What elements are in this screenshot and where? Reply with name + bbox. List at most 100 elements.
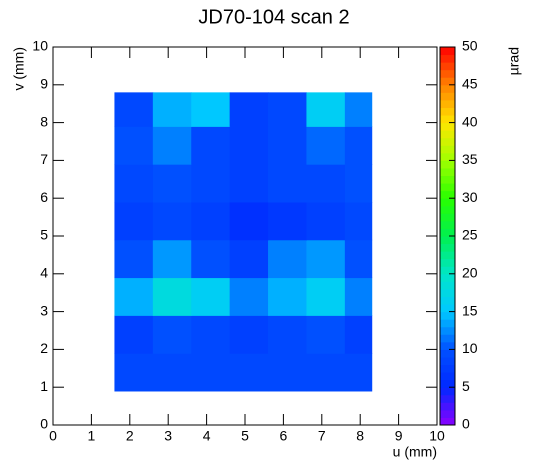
colorbar-segment <box>440 379 455 388</box>
heatmap-cell <box>152 201 192 241</box>
heatmap-cell <box>152 164 192 203</box>
colorbar-segment <box>440 341 455 350</box>
heatmap-cell <box>344 201 373 241</box>
heatmap-cell <box>229 315 269 354</box>
colorbar-segment <box>440 69 455 78</box>
colorbar-segment <box>440 266 455 275</box>
heatmap-cell <box>114 201 154 241</box>
heatmap-cell <box>268 353 307 392</box>
colorbar-segment <box>440 251 455 260</box>
heatmap-cell <box>344 164 373 203</box>
x-tick-label: 0 <box>49 428 57 444</box>
colorbar-tick-label: 30 <box>462 189 478 205</box>
colorbar-segment <box>440 387 455 396</box>
y-tick-label: 0 <box>40 416 48 432</box>
heatmap-cell <box>344 353 373 392</box>
heatmap-cell <box>114 277 154 316</box>
heatmap-cell <box>152 92 192 127</box>
heatmap-cell <box>306 201 346 241</box>
colorbar-segment <box>440 84 455 93</box>
colorbar-segment <box>440 107 455 116</box>
y-tick-label: 3 <box>40 302 48 318</box>
colorbar-segment <box>440 54 455 63</box>
colorbar-segment <box>440 281 455 290</box>
colorbar-segment <box>440 130 455 139</box>
heatmap-cell <box>268 201 307 241</box>
colorbar-segment <box>440 319 455 328</box>
heatmap-cell <box>229 239 269 279</box>
x-axis-title: u (mm) <box>393 444 437 460</box>
colorbar-segment <box>440 349 455 358</box>
heatmap-cell <box>268 126 307 165</box>
x-tick-label: 10 <box>429 428 445 444</box>
colorbar-segment <box>440 115 455 124</box>
x-tick-label: 6 <box>280 428 288 444</box>
x-tick-label: 9 <box>395 428 403 444</box>
y-tick-label: 1 <box>40 378 48 394</box>
y-tick-label: 9 <box>40 76 48 92</box>
colorbar-segment <box>440 198 455 207</box>
x-tick-label: 5 <box>241 428 249 444</box>
heatmap-cell <box>306 353 346 392</box>
colorbar-segment <box>440 122 455 131</box>
heatmap-cell <box>191 201 231 241</box>
colorbar-tick-label: 10 <box>462 340 478 356</box>
y-tick-label: 2 <box>40 340 48 356</box>
colorbar-segment <box>440 243 455 252</box>
heatmap-cell <box>191 239 231 279</box>
colorbar-segment <box>440 62 455 71</box>
heatmap-cell <box>114 126 154 165</box>
colorbar-tick-label: 15 <box>462 302 478 318</box>
heatmap-cell <box>306 126 346 165</box>
heatmap-cell <box>229 201 269 241</box>
colorbar-segment <box>440 288 455 297</box>
x-tick-label: 4 <box>203 428 211 444</box>
heatmap-cell <box>344 239 373 279</box>
colorbar-segment <box>440 311 455 320</box>
x-tick-label: 1 <box>88 428 96 444</box>
heatmap-cell <box>191 277 231 316</box>
colorbar-tick-label: 35 <box>462 151 478 167</box>
colorbar-segment <box>440 372 455 381</box>
heatmap-cell <box>344 277 373 316</box>
heatmap-cell <box>306 277 346 316</box>
colorbar-segment <box>440 394 455 403</box>
colorbar-title: µrad <box>506 47 522 75</box>
colorbar-tick-label: 5 <box>462 378 470 394</box>
x-tick-label: 7 <box>318 428 326 444</box>
heatmap-cell <box>344 92 373 127</box>
chart-title: JD70-104 scan 2 <box>198 6 349 28</box>
colorbar-tick-label: 20 <box>462 265 478 281</box>
heatmap-cell <box>152 239 192 279</box>
colorbar-segment <box>440 326 455 335</box>
colorbar-segment <box>440 145 455 154</box>
colorbar-segment <box>440 356 455 366</box>
colorbar-segment <box>440 152 455 161</box>
heatmap-cell <box>114 164 154 203</box>
heatmap-cell <box>114 353 154 392</box>
colorbar-segment <box>440 228 455 237</box>
colorbar-segment <box>440 334 455 343</box>
colorbar-tick-label: 40 <box>462 113 478 129</box>
heatmap-cell <box>268 164 307 203</box>
heatmap-cell <box>114 315 154 354</box>
x-tick-label: 8 <box>356 428 364 444</box>
colorbar-segment <box>440 77 455 86</box>
colorbar-segment <box>440 304 455 313</box>
y-tick-label: 8 <box>40 113 48 129</box>
colorbar-tick-label: 50 <box>462 38 478 54</box>
colorbar-segment <box>440 273 455 282</box>
x-tick-label: 3 <box>164 428 172 444</box>
x-tick-label: 2 <box>126 428 134 444</box>
y-tick-label: 4 <box>40 265 48 281</box>
colorbar-segment <box>440 99 455 108</box>
colorbar-segment <box>440 296 455 305</box>
colorbar-segment <box>440 417 455 426</box>
colorbar-segment <box>440 137 455 146</box>
colorbar-segment <box>440 167 455 177</box>
colorbar-segment <box>440 183 455 192</box>
colorbar-segment <box>440 258 455 267</box>
y-tick-label: 5 <box>40 227 48 243</box>
y-tick-label: 6 <box>40 189 48 205</box>
